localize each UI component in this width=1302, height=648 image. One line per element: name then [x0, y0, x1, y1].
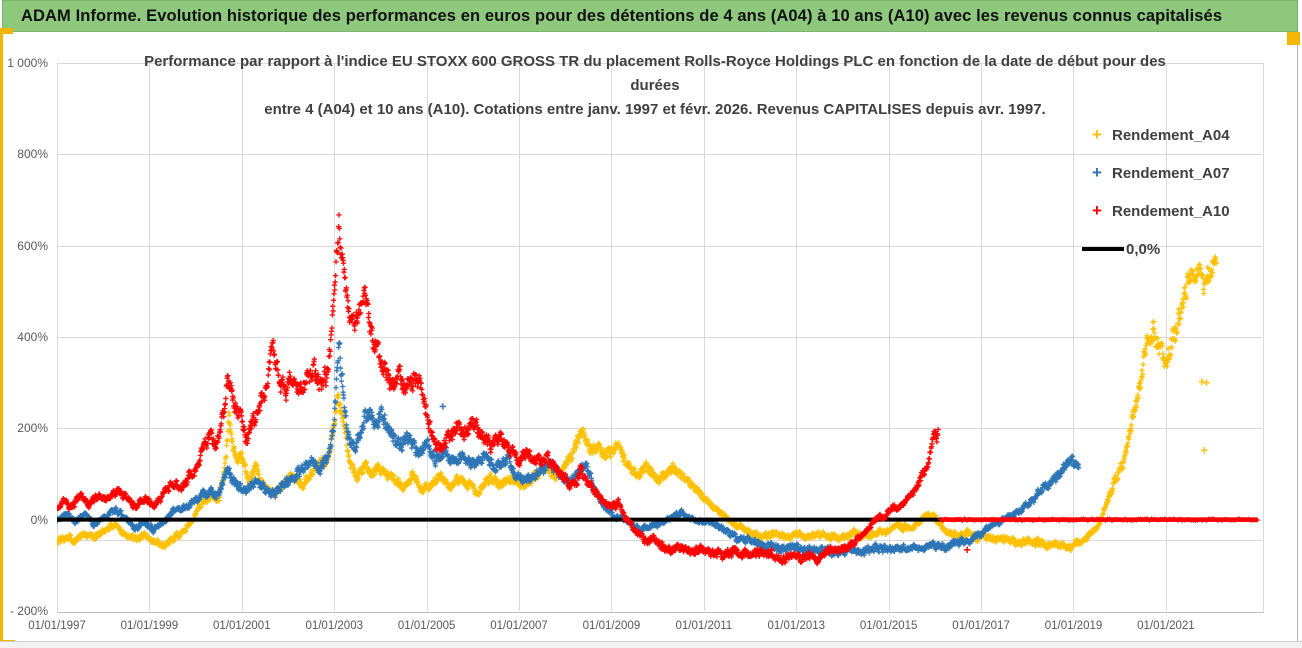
page-title: ADAM Informe. Evolution historique des p…	[21, 6, 1223, 25]
y-axis-tick-label: - 200%	[9, 604, 48, 618]
legend-item-rendement_a07: + Rendement_A07	[1082, 154, 1282, 192]
legend-label: Rendement_A07	[1112, 164, 1230, 182]
x-axis-tick-label: 01/01/2021	[1137, 620, 1195, 632]
plus-marker-icon: +	[1092, 125, 1102, 144]
legend-label: Rendement_A04	[1112, 126, 1230, 144]
legend-label: 0,0%	[1126, 240, 1161, 258]
y-axis-tick-label: 200%	[17, 421, 48, 436]
x-axis-tick-label: 01/01/2007	[490, 620, 548, 632]
x-axis-tick-label: 01/01/2013	[767, 620, 826, 632]
legend-item-zero-line: 0,0%	[1082, 230, 1282, 268]
plus-marker-icon: +	[1092, 163, 1102, 182]
plus-marker-icon: +	[1092, 201, 1102, 220]
y-axis-tick-label: 1 000%	[7, 56, 48, 70]
legend-label: Rendement_A10	[1112, 202, 1230, 220]
chart-plot-canvas	[57, 63, 1262, 611]
gold-corner-top-left	[3, 28, 13, 34]
x-axis-tick-label: 01/01/2009	[582, 620, 641, 632]
x-axis-tick-label: 01/01/1997	[28, 620, 86, 632]
legend-item-rendement_a04: + Rendement_A04	[1082, 116, 1282, 154]
window-right-border	[1297, 45, 1298, 641]
x-axis-tick-label: 01/01/2019	[1044, 620, 1103, 632]
header-bar: ADAM Informe. Evolution historique des p…	[2, 0, 1298, 32]
window-bottom-strip	[0, 641, 1302, 648]
gold-left-border	[0, 28, 3, 645]
y-axis-tick-label: 0%	[30, 512, 48, 527]
legend-item-rendement_a10: + Rendement_A10	[1082, 192, 1282, 230]
y-axis-tick-label: 600%	[17, 238, 48, 253]
x-axis-tick-label: 01/01/2011	[675, 620, 733, 632]
chart-title: Performance par rapport à l'indice EU ST…	[57, 50, 1253, 122]
x-axis-tick-label: 01/01/1999	[120, 620, 179, 632]
chart-title-line2: durées	[630, 77, 680, 94]
zero-line-swatch-icon	[1082, 247, 1124, 251]
x-axis-tick-label: 01/01/2015	[859, 620, 918, 632]
y-axis-tick-label: 800%	[17, 147, 48, 162]
x-axis-tick-label: 01/01/2005	[397, 620, 456, 632]
y-axis-tick-label: 400%	[17, 330, 48, 344]
chart-title-line1: Performance par rapport à l'indice EU ST…	[144, 53, 1166, 70]
chart-title-line3: entre 4 (A04) et 10 ans (A10). Cotations…	[264, 101, 1046, 118]
gold-corner-top-right	[1287, 32, 1300, 45]
x-axis-tick-label: 01/01/2001	[213, 620, 271, 632]
chart-legend: + Rendement_A04 + Rendement_A07 + Rendement_A…	[1082, 116, 1282, 268]
x-axis-tick-label: 01/01/2003	[305, 620, 363, 632]
x-axis-tick-label: 01/01/2017	[952, 620, 1010, 632]
